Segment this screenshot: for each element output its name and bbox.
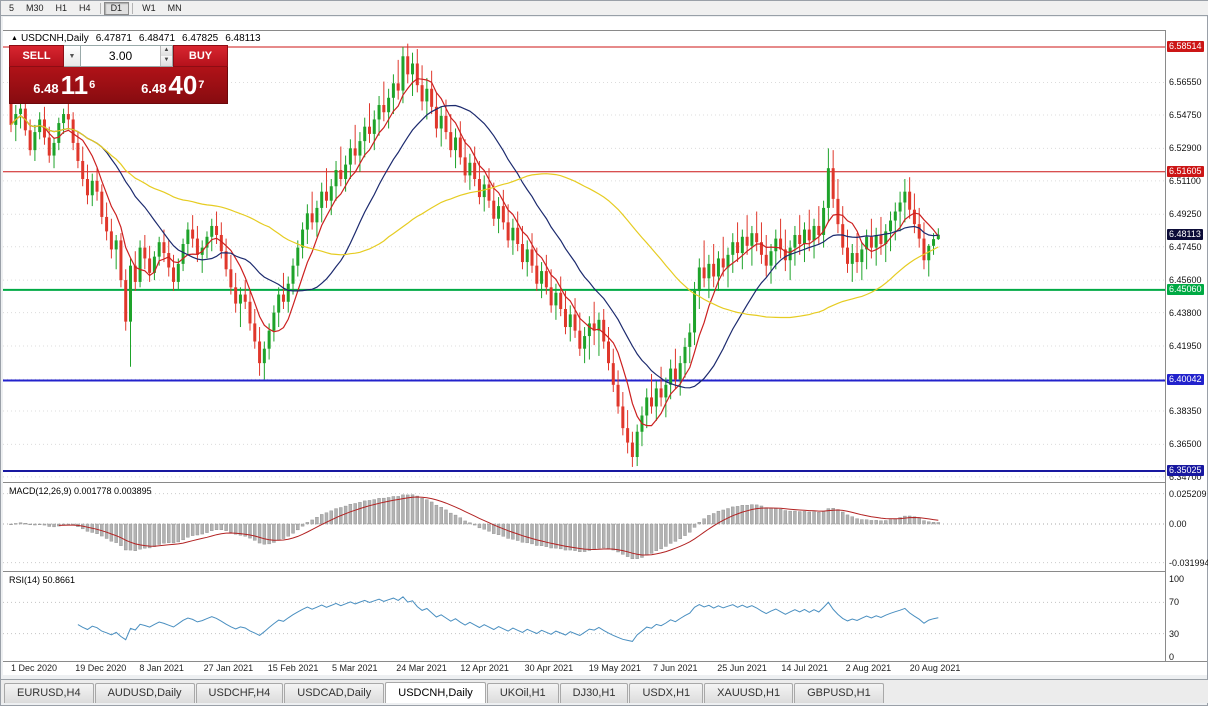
chart-tab-bar: EURUSD,H4 AUDUSD,Daily USDCHF,H4 USDCAD,Dai… xyxy=(1,679,1208,703)
price-axis-separator xyxy=(1165,30,1166,661)
buy-price-pips: 40 xyxy=(168,69,198,100)
price-tick: 6.52900 xyxy=(1169,143,1202,154)
ohlc-high: 6.48471 xyxy=(138,33,176,44)
buy-price-point: 7 xyxy=(198,79,205,91)
price-tick: 6.41950 xyxy=(1169,340,1202,351)
rsi-label: RSI(14) 50.8661 xyxy=(9,575,76,585)
symbol-label: USDCNH,Daily xyxy=(20,33,89,44)
timeframe-button-h4[interactable]: H4 xyxy=(79,2,91,13)
date-label: 2 Aug 2021 xyxy=(845,663,892,673)
chart-tab-usdx-h1[interactable]: USDX,H1 xyxy=(629,683,704,703)
volume-input[interactable] xyxy=(81,46,160,66)
date-axis[interactable]: 1 Dec 2020 19 Dec 2020 8 Jan 2021 27 Jan 20… xyxy=(3,662,1207,675)
price-tick: 6.36500 xyxy=(1169,439,1202,450)
toolbar-separator xyxy=(132,2,134,14)
sell-price-point: 6 xyxy=(89,79,96,91)
timeframe-toolbar: 5 M30 H1 H4 D1 W1 MN xyxy=(1,1,1208,16)
price-tick: 6.47450 xyxy=(1169,241,1202,252)
timeframe-button-5[interactable]: 5 xyxy=(9,2,15,13)
date-label: 8 Jan 2021 xyxy=(139,663,184,673)
price-tick: 6.51100 xyxy=(1169,175,1201,186)
price-line-badge: 6.51605 xyxy=(1167,165,1204,177)
timeframe-button-h1[interactable]: H1 xyxy=(55,2,68,13)
macd-axis-tick: -0.031994 xyxy=(1169,557,1208,568)
price-line-badge: 6.40042 xyxy=(1167,374,1204,386)
timeframe-button-mn[interactable]: MN xyxy=(167,2,182,13)
rsi-axis-tick: 0 xyxy=(1169,652,1175,662)
timeframe-button-d1[interactable]: D1 xyxy=(103,1,130,15)
price-line-badge: 6.58514 xyxy=(1167,41,1204,52)
buy-button[interactable]: BUY xyxy=(173,45,228,67)
sell-price-base: 6.48 xyxy=(33,80,59,96)
panel-separator[interactable] xyxy=(3,482,1207,483)
spin-up-icon[interactable]: ▲ xyxy=(161,46,172,56)
date-label: 19 Dec 2020 xyxy=(75,663,127,673)
date-label: 19 May 2021 xyxy=(588,663,641,673)
panel-separator xyxy=(3,661,1207,662)
chart-area: 6.56550 6.54750 6.52900 6.51100 6.49250 6.474… xyxy=(3,17,1208,675)
chevron-down-icon: ▼ xyxy=(68,52,76,60)
buy-price[interactable]: 6.48 40 7 xyxy=(119,67,228,103)
timeframe-button-m30[interactable]: M30 xyxy=(26,2,44,13)
chart-tab-usdcnh-daily[interactable]: USDCNH,Daily xyxy=(385,682,486,703)
price-tick: 6.43800 xyxy=(1169,307,1202,318)
date-label: 30 Apr 2021 xyxy=(524,663,574,673)
price-tick: 6.38350 xyxy=(1169,405,1202,416)
price-tick: 6.54750 xyxy=(1169,109,1202,120)
price-tick: 6.49250 xyxy=(1169,209,1202,220)
main-price-chart[interactable] xyxy=(3,17,1165,482)
chart-top-border xyxy=(3,30,1207,31)
date-label: 5 Mar 2021 xyxy=(332,663,378,673)
date-label: 7 Jun 2021 xyxy=(653,663,698,673)
macd-label: MACD(12,26,9) 0.001778 0.003895 xyxy=(9,486,152,496)
chart-tab-usdcad-daily[interactable]: USDCAD,Daily xyxy=(284,683,385,703)
current-price-badge: 6.48113 xyxy=(1167,228,1203,240)
ohlc-open: 6.47871 xyxy=(95,33,132,44)
volume-dropdown[interactable]: ▼ xyxy=(64,45,81,67)
chart-tab-gbpusd-h1[interactable]: GBPUSD,H1 xyxy=(794,683,884,703)
date-label: 14 Jul 2021 xyxy=(781,663,828,673)
price-line-badge: 6.35025 xyxy=(1167,464,1204,476)
date-label: 1 Dec 2020 xyxy=(11,663,58,673)
price-tick: 6.45600 xyxy=(1169,275,1202,286)
sell-price[interactable]: 6.48 11 6 xyxy=(10,67,119,103)
rsi-axis-tick: 70 xyxy=(1169,597,1180,608)
date-label: 24 Mar 2021 xyxy=(396,663,447,673)
chart-tab-ukoil-h1[interactable]: UKOil,H1 xyxy=(486,683,559,703)
ohlc-low: 6.47825 xyxy=(182,33,219,44)
sell-button[interactable]: SELL xyxy=(9,45,64,67)
chart-title: ▲ USDCNH,Daily 6.47871 6.48471 6.47825 6.4811… xyxy=(11,33,261,44)
chart-tab-eurusd-h4[interactable]: EURUSD,H4 xyxy=(4,683,94,703)
panel-separator[interactable] xyxy=(3,571,1207,572)
date-label: 20 Aug 2021 xyxy=(909,663,961,673)
expand-triangle-icon: ▲ xyxy=(11,35,18,42)
price-tick: 6.34700 xyxy=(1169,471,1202,482)
buy-price-base: 6.48 xyxy=(141,80,167,96)
macd-axis-tick: 0.025209 xyxy=(1169,488,1207,499)
date-label: 12 Apr 2021 xyxy=(460,663,509,673)
spin-down-icon[interactable]: ▼ xyxy=(161,56,172,66)
macd-indicator-chart[interactable] xyxy=(3,483,1165,571)
date-label: 27 Jan 2021 xyxy=(203,663,254,673)
chart-tab-dj30-h1[interactable]: DJ30,H1 xyxy=(559,683,629,703)
chart-tab-usdchf-h4[interactable]: USDCHF,H4 xyxy=(195,683,284,703)
macd-axis-tick: 0.00 xyxy=(1169,519,1187,529)
rsi-axis-tick: 30 xyxy=(1169,628,1180,639)
chart-tab-xauusd-h1[interactable]: XAUUSD,H1 xyxy=(704,683,794,703)
price-axis[interactable]: 6.56550 6.54750 6.52900 6.51100 6.49250 6.474… xyxy=(1166,17,1208,662)
date-label: 25 Jun 2021 xyxy=(717,663,767,673)
ohlc-close: 6.48113 xyxy=(225,33,261,44)
price-line-badge: 6.45060 xyxy=(1167,283,1204,295)
sell-price-pips: 11 xyxy=(60,69,89,100)
volume-stepper: ▲ ▼ xyxy=(160,46,172,66)
price-tick: 6.56550 xyxy=(1169,77,1202,88)
one-click-trading-panel: SELL ▼ ▲ ▼ BUY 6.48 11 6 6.48 40 xyxy=(9,45,228,104)
rsi-indicator-chart[interactable] xyxy=(3,572,1165,661)
toolbar-separator xyxy=(99,2,101,14)
chart-tab-audusd-daily[interactable]: AUDUSD,Daily xyxy=(94,683,195,703)
timeframe-button-w1[interactable]: W1 xyxy=(142,2,156,13)
rsi-axis-tick: 100 xyxy=(1169,574,1185,584)
date-label: 15 Feb 2021 xyxy=(267,663,319,673)
